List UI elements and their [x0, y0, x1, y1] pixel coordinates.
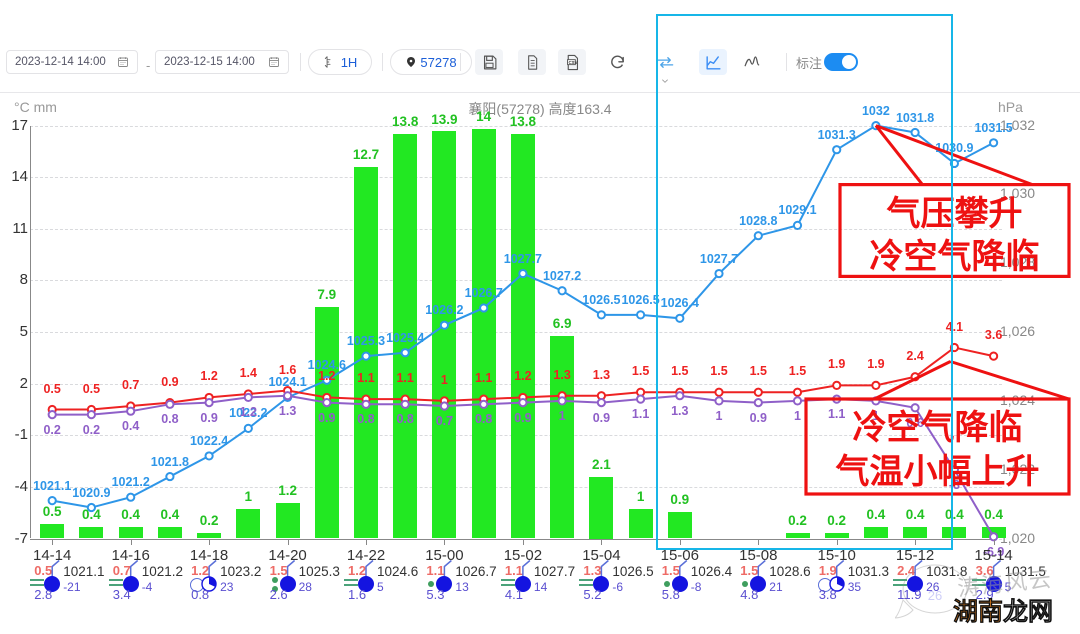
svg-text:CSV: CSV	[568, 59, 577, 64]
